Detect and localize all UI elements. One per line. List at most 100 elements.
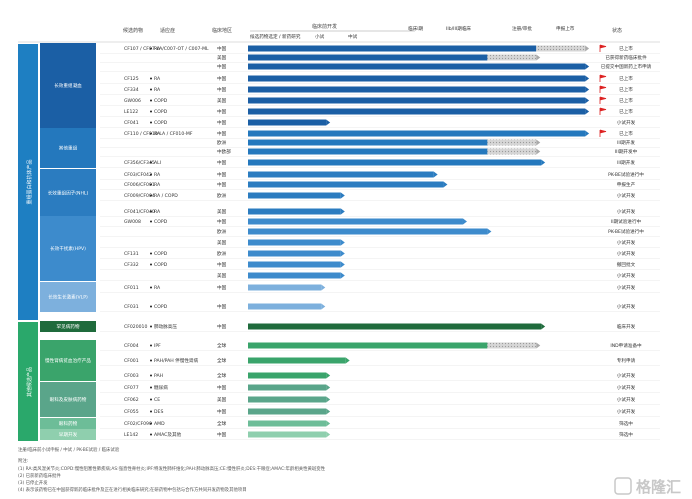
row-region: 中国 [217, 119, 227, 126]
flag-icon [599, 85, 607, 93]
row-region: 全球 [217, 342, 227, 349]
row-status: 小试开发 [617, 408, 636, 415]
progress-bar-pending [487, 54, 537, 61]
row-drug: CF334 [124, 87, 139, 93]
row-status: 小试开发 [617, 284, 636, 291]
category-label: 慢性肾病贫血治疗产品 [45, 357, 91, 364]
pipeline-row: CF020010 肺动脉高压 中国 临床开发 [100, 323, 660, 332]
pipeline-row: CF077 糖尿病 中国 小试开发 [100, 384, 660, 393]
bullet-icon [150, 359, 152, 362]
progress-bar [248, 303, 322, 310]
pipeline-row: CF062 CE 美国 小试开发 [100, 396, 660, 405]
category-block [40, 282, 96, 312]
progress-arrow [585, 45, 590, 52]
category-block [40, 128, 96, 168]
header-status: 状态 [612, 27, 622, 34]
row-drug: CF003 [124, 373, 139, 379]
row-region: 中国 [217, 75, 227, 82]
progress-bar [248, 408, 327, 415]
category-label: 长效生长激素(VLP) [48, 294, 88, 301]
progress-bar [248, 63, 586, 70]
row-status: 已上市 [619, 75, 633, 82]
progress-bar [248, 75, 586, 82]
row-status: 已上市 [619, 130, 633, 137]
header-region: 临床地区 [212, 27, 232, 34]
row-region: 中国 [217, 408, 227, 415]
footnote-3: (3) 已停止开发 [18, 479, 48, 486]
row-status: 小试开发 [617, 303, 636, 310]
flag-icon [599, 107, 607, 115]
row-drug: GW008 [124, 219, 141, 225]
pipeline-row: CF02/CF090 AMD 全球 筛选中 [100, 420, 660, 429]
pipeline-row: CF011 RA 中国 小试开发 [100, 284, 660, 293]
category-block [40, 321, 96, 332]
row-region: 欧洲 [217, 228, 227, 235]
progress-bar [248, 228, 488, 235]
row-status: 已上市 [619, 45, 633, 52]
progress-arrow [345, 357, 350, 364]
pipeline-row: CF125 RA 中国 已上市 [100, 74, 660, 84]
progress-arrow [585, 130, 590, 137]
progress-bar [248, 45, 537, 52]
row-region: 全球 [217, 357, 227, 364]
pipeline-row: 美国 小试开发 [100, 239, 660, 248]
progress-bar [248, 342, 488, 349]
bullet-icon [150, 88, 152, 91]
row-drug: CF020010 [124, 324, 147, 330]
progress-arrow [340, 192, 345, 199]
row-region: 美国 [217, 208, 227, 215]
pipeline-row: 美国 已获得新药临床批件 [100, 54, 660, 63]
bullet-icon [150, 47, 152, 50]
row-region: 中国 [217, 218, 227, 225]
row-indication: RA [154, 46, 161, 52]
row-region: 中国 [217, 303, 227, 310]
row-indication: PAH [154, 373, 163, 379]
category-block [40, 169, 96, 217]
pipeline-row: 欧洲 III期开发 [100, 139, 660, 148]
row-indication: RA [154, 285, 161, 291]
progress-bar [248, 54, 488, 61]
progress-bar [248, 372, 327, 379]
footnote-legend: 注册/临床前小试申报 / 中试 / PK-BE试验 / 临床试验 [18, 446, 120, 453]
progress-bar [248, 97, 586, 104]
footnotes: 注册/临床前小试申报 / 中试 / PK-BE试验 / 临床试验 附注: (1)… [18, 446, 326, 493]
row-drug: CF009/CF004 [124, 193, 155, 199]
row-status: 小试开发 [617, 272, 636, 279]
progress-bar [248, 119, 327, 126]
row-drug: CF004 [124, 343, 139, 349]
row-status: III期开发中 [615, 148, 638, 155]
progress-bar [248, 261, 341, 268]
bullet-icon [150, 263, 152, 266]
pipeline-row: CF131 COPD 欧洲 小试开发 [100, 250, 660, 259]
row-drug: CF110 / CF010-LA / CF010-MF [124, 131, 193, 137]
progress-bar-pending [487, 148, 537, 155]
category-label: 罕见病药物 [57, 323, 80, 330]
category-block [40, 340, 96, 381]
row-status: 小试开发 [617, 119, 636, 126]
flag-icon [599, 44, 607, 52]
bullet-icon [150, 410, 152, 413]
progress-arrow [326, 384, 331, 391]
bullet-icon [150, 183, 152, 186]
bullet-icon [150, 220, 152, 223]
progress-bar-pending [487, 139, 537, 146]
row-region: 中欧部 [217, 148, 231, 155]
progress-bar [248, 431, 327, 438]
row-region: 中国 [217, 86, 227, 93]
row-drug: CF356/CF345 [124, 160, 155, 166]
pipeline-row: CF332 COPD 中国 撤回批文 [100, 261, 660, 270]
row-status: 专利申请 [617, 357, 636, 364]
progress-arrow [321, 303, 326, 310]
row-region: 中国 [217, 181, 227, 188]
pipeline-row: 中欧部 III期开发中 [100, 148, 660, 157]
pipeline-row: GW006 COPD 美国 已上市 [100, 96, 660, 106]
row-status: 筛选中 [619, 431, 633, 438]
pipeline-row: CF03/CF042 RA 中国 PK-BE试验进行中 [100, 171, 660, 180]
row-drug: CF055 [124, 409, 139, 415]
row-region: 美国 [217, 272, 227, 279]
row-indication: COPD [154, 120, 168, 126]
progress-arrow [541, 323, 546, 330]
row-status: PK-BE试验进行中 [608, 228, 644, 235]
watermark: 格隆汇 [614, 477, 681, 496]
